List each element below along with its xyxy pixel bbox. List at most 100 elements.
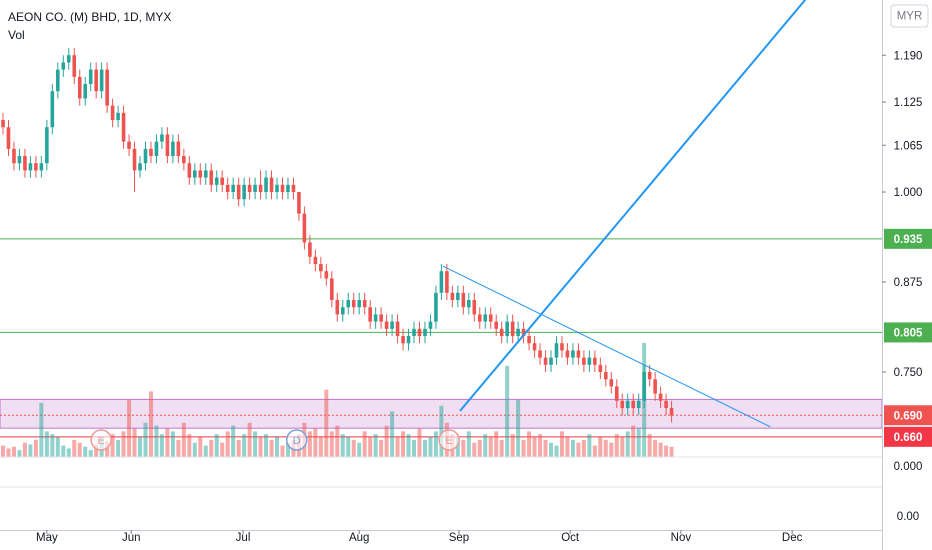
volume-bar (285, 442, 290, 457)
candle-body (187, 163, 192, 178)
candle-body (308, 242, 312, 257)
candle-body (121, 112, 126, 142)
volume-bar (395, 437, 400, 457)
candle-body (664, 400, 668, 409)
event-label: E (445, 435, 452, 447)
volume-bar (138, 437, 143, 457)
candle-body (203, 170, 208, 178)
volume-bar (401, 431, 406, 457)
candle-body (532, 343, 537, 351)
volume-bar (581, 439, 586, 457)
volume-bar (187, 434, 192, 457)
volume-bar (494, 431, 499, 457)
volume-bar (653, 439, 658, 457)
volume-bar (362, 431, 367, 457)
axes: 0.750 0.875 1.000 1.065 1.125 1.190 May Jun Jul A… (36, 50, 922, 544)
y-tick-label: 1.000 (894, 187, 923, 199)
volume-bar (110, 434, 115, 457)
candle-body (445, 271, 449, 293)
candle-body (138, 163, 142, 171)
candle-body (604, 372, 608, 380)
candle-body (560, 343, 564, 351)
volume-bar (11, 446, 16, 457)
volume-bar (220, 442, 225, 457)
x-tick-label: Nov (671, 532, 692, 544)
volume-bar (214, 434, 219, 457)
price-tag-label: 0.935 (894, 234, 923, 246)
volume-bar (203, 445, 208, 457)
candle-body (165, 134, 170, 157)
volume-bar (231, 425, 236, 457)
event-marker (438, 429, 460, 451)
candle-body (110, 105, 115, 121)
candle-body (286, 184, 290, 193)
volume-bar (66, 448, 71, 457)
candle-body (653, 379, 657, 394)
candle-body (105, 69, 109, 106)
volume-bar (44, 431, 49, 457)
candle-body (182, 156, 186, 164)
volume-bar (346, 437, 351, 457)
trend-line (442, 265, 771, 428)
candle-body (647, 372, 652, 380)
volume-bar (121, 431, 126, 457)
volume-bar (538, 434, 543, 457)
candle-body (401, 336, 405, 344)
x-tick-label: Jun (122, 532, 141, 544)
candle-body (406, 336, 411, 344)
candle-body (434, 292, 438, 322)
candle-body (319, 264, 323, 272)
candle-body (143, 148, 148, 164)
volume-bar (28, 444, 33, 457)
candle-body (302, 213, 307, 243)
volume-bar (455, 437, 460, 457)
candle-body (636, 400, 641, 409)
candle-body (527, 336, 531, 344)
candle-body (510, 321, 515, 337)
candle-body (340, 307, 345, 315)
candle-body (94, 69, 98, 92)
y-tick-label: 1.065 (894, 140, 923, 152)
candle-body (160, 134, 164, 142)
candle-body (609, 379, 614, 387)
price-tag (884, 322, 932, 343)
volume-bar (77, 442, 82, 457)
volume-bar (368, 437, 373, 457)
candle-body (198, 170, 203, 178)
candle-body (280, 184, 285, 193)
volume-bar (247, 422, 252, 457)
candle-body (61, 62, 66, 70)
volume-bar (22, 442, 27, 457)
volume-bar (88, 450, 93, 457)
volume-bar (324, 389, 329, 457)
candle-body (297, 192, 301, 214)
candle-body (379, 314, 383, 322)
candle-body (395, 321, 400, 337)
candle-body (214, 177, 219, 185)
candle-body (625, 400, 630, 409)
candle-body (417, 328, 422, 337)
volume-bar (143, 422, 148, 457)
candle-body (17, 156, 22, 164)
candle-body (127, 141, 131, 149)
candle-body (472, 300, 477, 315)
candle-body (1, 120, 5, 128)
candle-body (193, 170, 197, 178)
volume-bar (340, 434, 345, 457)
candle-body (324, 271, 329, 279)
candle-body (313, 256, 318, 265)
candle-body (116, 112, 120, 121)
candle-body (488, 314, 493, 322)
candle-body (516, 328, 520, 337)
y-tick-label: 0.875 (894, 277, 923, 289)
volume-bar (357, 442, 362, 457)
candle-body (669, 408, 674, 416)
candle-body (39, 163, 44, 171)
currency-button[interactable] (890, 4, 929, 28)
currency-label[interactable]: MYR (897, 11, 923, 23)
volume-bar (170, 431, 175, 457)
candle-body (461, 292, 466, 308)
volume-bar (527, 431, 532, 457)
candle-body (154, 141, 159, 157)
